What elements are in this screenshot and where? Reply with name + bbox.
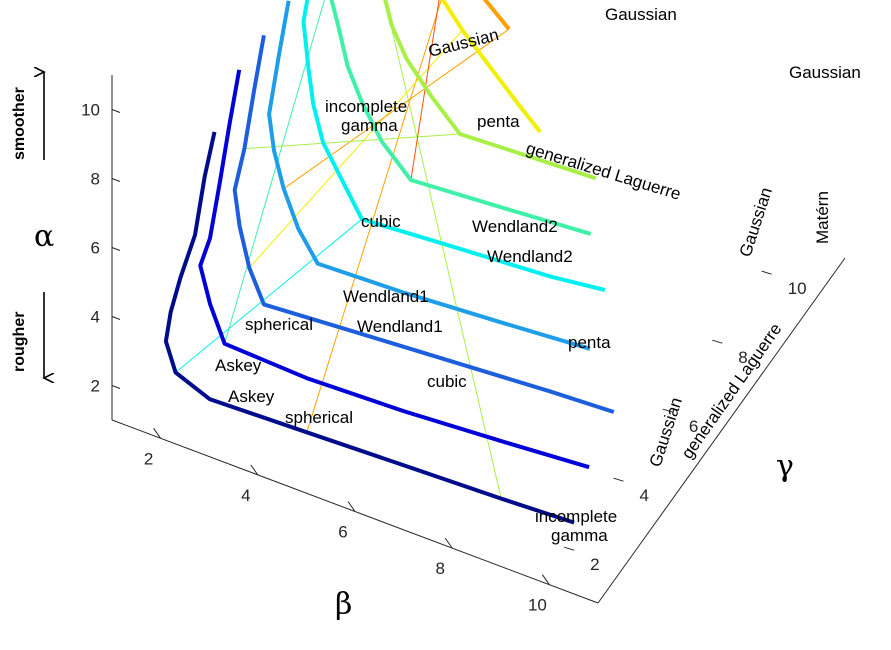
annotation-wendland2-bottom: Wendland2 xyxy=(487,247,573,266)
gamma-tick-6-mark xyxy=(662,408,674,413)
annotation-cubic-bottom: cubic xyxy=(427,372,467,391)
connector-line-3 xyxy=(248,29,463,269)
beta-tick-6-mark xyxy=(347,501,356,512)
beta-tick-10-mark xyxy=(541,574,550,585)
beta-axis-label: β xyxy=(335,587,352,622)
annotation-wendland2-top: Wendland2 xyxy=(472,217,558,236)
gamma-tick-10-mark xyxy=(761,270,772,275)
annotation-gaussian-lower: Gaussian xyxy=(646,395,686,469)
connector-line-4 xyxy=(283,28,510,190)
beta-tick-10-label: 10 xyxy=(528,596,547,615)
beta-tick-8-mark xyxy=(444,537,453,549)
series-line-5 xyxy=(329,0,592,236)
gamma-axis-label: γ xyxy=(776,449,794,484)
alpha-tick-4-mark xyxy=(111,316,121,320)
series-line-7 xyxy=(440,0,542,134)
annotation-askey-top: Askey xyxy=(215,356,262,375)
annotation-spherical-bottom: spherical xyxy=(285,408,353,427)
annotation-spherical-top: spherical xyxy=(245,315,313,334)
annotation-penta-top: penta xyxy=(477,112,520,131)
series-line-6 xyxy=(383,0,597,181)
beta-tick-4-mark xyxy=(250,464,259,476)
gamma-tick-4-label: 4 xyxy=(640,486,649,505)
annotation-gaussian-far-right: Gaussian xyxy=(789,63,861,82)
axes-frame: 2 4 6 8 10 2 4 6 8 10 2 4 6 8 10 xyxy=(81,75,846,615)
beta-tick-2-label: 2 xyxy=(144,449,153,468)
alpha-tick-8-label: 8 xyxy=(91,170,100,189)
series-line-2 xyxy=(232,34,615,414)
alpha-tick-2-label: 2 xyxy=(91,377,100,396)
series-line-8 xyxy=(482,0,511,31)
series-line-3 xyxy=(267,0,591,351)
gamma-tick-2-mark xyxy=(563,546,575,551)
beta-tick-8-label: 8 xyxy=(435,559,444,578)
connector-line-1 xyxy=(306,0,442,433)
beta-tick-4-label: 4 xyxy=(241,486,250,505)
alpha-tick-10-mark xyxy=(111,109,121,113)
beta-tick-2-mark xyxy=(153,428,162,439)
annotation-wendland1-top: Wendland1 xyxy=(343,287,429,306)
annotation-wendland1-bottom: Wendland1 xyxy=(357,317,443,336)
series-line-1 xyxy=(198,69,590,470)
smoother-label: smoother xyxy=(11,87,28,160)
series-line-0 xyxy=(163,131,575,525)
annotation-cubic-top: cubic xyxy=(361,212,401,231)
annotation-matern: Matérn xyxy=(813,191,832,244)
gamma-tick-2-label: 2 xyxy=(590,555,599,574)
gamma-tick-4-mark xyxy=(613,477,624,482)
connector-line-0 xyxy=(384,0,502,499)
rougher-label: rougher xyxy=(11,312,28,372)
annotation-generalized-laguerre-diagonal: generalized Laguerre xyxy=(524,139,683,204)
alpha-tick-6-label: 6 xyxy=(91,239,100,258)
gamma-tick-8-mark xyxy=(712,339,723,344)
annotation-incomplete-gamma-top: incomplete gamma xyxy=(325,97,407,135)
gamma-axis-line xyxy=(597,257,846,604)
alpha-tick-2-mark xyxy=(111,385,121,389)
alpha-ticks: 2 4 6 8 10 xyxy=(81,101,121,396)
series-group xyxy=(163,0,615,525)
connector-line-7 xyxy=(410,0,440,181)
annotation-incomplete-gamma-bottom: incomplete gamma xyxy=(535,507,617,545)
gamma-tick-10-label: 10 xyxy=(788,279,807,298)
gamma-ticks: 2 4 6 8 10 xyxy=(563,270,807,574)
gamma-tick-6-label: 6 xyxy=(689,417,698,436)
annotation-gaussian-vertical: Gaussian xyxy=(736,185,776,259)
gamma-tick-8-label: 8 xyxy=(738,348,747,367)
alpha-tick-10-label: 10 xyxy=(81,101,100,120)
series-line-4 xyxy=(301,0,606,292)
beta-tick-6-label: 6 xyxy=(338,523,347,542)
connector-line-6 xyxy=(175,218,363,373)
connector-lines xyxy=(175,0,510,499)
connector-line-5 xyxy=(244,133,460,150)
annotation-askey-bottom: Askey xyxy=(228,387,275,406)
alpha-axis-label: α xyxy=(34,219,54,254)
beta-ticks: 2 4 6 8 10 xyxy=(144,428,550,615)
alpha-tick-8-mark xyxy=(111,178,121,182)
annotation-generalized-laguerre-axis: generalized Laguerre xyxy=(678,320,786,463)
annotation-gaussian-upper-right: Gaussian xyxy=(605,5,677,24)
annotation-penta-bottom: penta xyxy=(568,333,611,352)
alpha-tick-6-mark xyxy=(111,247,121,251)
alpha-tick-4-label: 4 xyxy=(91,308,100,327)
